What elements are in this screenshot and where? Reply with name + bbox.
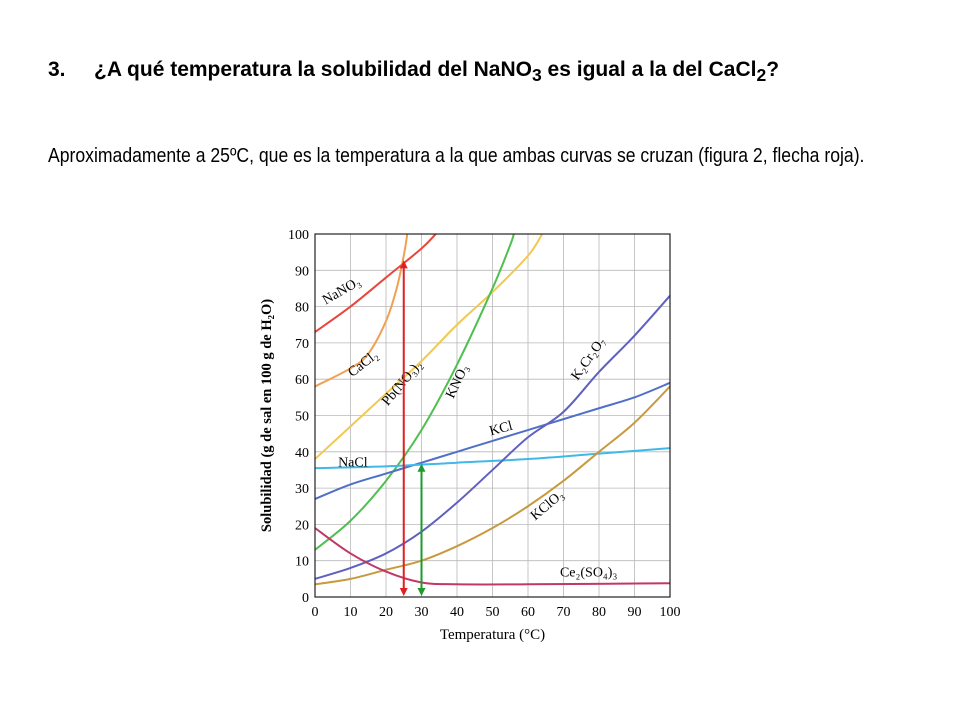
series-line	[315, 447, 670, 470]
series-line	[315, 381, 670, 500]
y-tick-label: 10	[295, 555, 309, 570]
series-label: KCl	[488, 419, 515, 440]
series-line	[315, 234, 515, 551]
solubility-chart: 0 10 20 30 40 50 60 70 80 90 100 0 10 20 30 40 50 60 70 80 9…	[259, 228, 681, 643]
y-tick-label: 0	[302, 591, 309, 606]
x-tick-label: 40	[450, 605, 464, 620]
series-line	[315, 234, 544, 460]
series-line	[315, 234, 409, 388]
series-label: NaCl	[338, 455, 368, 470]
plot-frame	[314, 233, 671, 598]
series-line	[315, 527, 670, 586]
x-tick-label: 0	[312, 605, 319, 620]
y-axis-label: Solubilidad (g de sal en 100 g de H₂O)	[259, 299, 275, 532]
x-tick-label: 10	[344, 605, 358, 620]
question-text-middle: es igual a la del CaCl	[541, 58, 757, 81]
question-subscript-1: 3	[531, 65, 542, 86]
x-tick-label: 100	[660, 605, 681, 620]
arrow-head-top	[399, 260, 408, 269]
x-tick-label: 80	[592, 605, 606, 620]
y-tick-label: 40	[295, 446, 309, 461]
arrow-head-bottom	[399, 588, 408, 596]
y-tick-label: 60	[295, 373, 309, 388]
x-tick-label: 60	[521, 605, 535, 620]
x-axis-label: Temperatura (°C)	[440, 627, 545, 643]
answer-text: Aproximadamente a 25ºC, que es la temper…	[48, 145, 865, 167]
question-text-after: ?	[766, 58, 780, 81]
question-number: 3.	[48, 58, 66, 81]
y-tick-label: 70	[295, 337, 309, 352]
x-tick-label: 50	[486, 605, 500, 620]
x-tick-label: 20	[379, 605, 393, 620]
y-tick-label: 30	[295, 482, 309, 497]
x-tick-label: 70	[557, 605, 571, 620]
series-line	[315, 295, 670, 580]
y-tick-label: 50	[295, 410, 309, 425]
series-line	[315, 234, 437, 333]
series-group	[315, 234, 670, 586]
question-subscript-2: 2	[756, 65, 767, 86]
arrow-head-top	[417, 463, 426, 472]
question-title: 3. ¿A qué temperatura la solubilidad del …	[48, 58, 779, 86]
arrow-head-bottom	[417, 588, 426, 596]
y-tick-label: 90	[295, 264, 309, 279]
x-tick-label: 90	[628, 605, 642, 620]
y-tick-label: 20	[295, 518, 309, 533]
x-tick-label: 30	[415, 605, 429, 620]
y-tick-label: 80	[295, 301, 309, 316]
y-tick-label: 100	[288, 228, 309, 243]
series-line	[315, 385, 670, 586]
question-text-before: ¿A qué temperatura la solubilidad del Na…	[94, 58, 532, 81]
series-label: Ce₂(SO₄)₃	[560, 566, 618, 581]
